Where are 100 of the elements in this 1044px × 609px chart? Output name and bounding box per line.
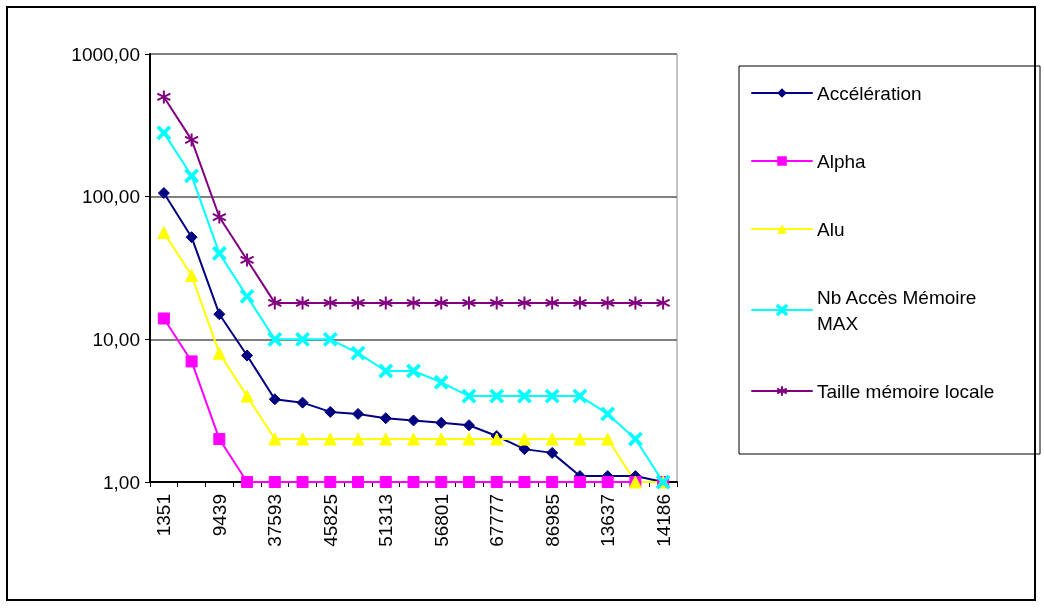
point (461, 295, 477, 311)
point (572, 295, 588, 311)
point (350, 295, 366, 311)
point (407, 414, 420, 427)
point (295, 295, 311, 311)
point (406, 363, 421, 378)
x-tick-label: 14186 (652, 494, 674, 547)
point (628, 432, 643, 447)
point (184, 132, 200, 148)
legend-label: Nb Accès Mémoire MAX (817, 286, 982, 334)
point (516, 295, 532, 311)
legend-label: Alu (817, 218, 845, 240)
point (268, 476, 281, 488)
point (546, 476, 559, 488)
point (572, 389, 587, 404)
y-tick-label: 100,00 (81, 186, 140, 208)
point (435, 476, 448, 488)
point (211, 209, 227, 225)
point (406, 295, 421, 311)
point (600, 295, 616, 311)
point (185, 231, 198, 244)
x-tick-label: 45825 (319, 494, 341, 547)
point (213, 433, 226, 446)
x-tick-label: 9439 (208, 494, 230, 537)
point (434, 432, 448, 446)
point (489, 295, 505, 311)
point (296, 396, 309, 409)
point (241, 349, 254, 362)
point (239, 252, 255, 268)
point (352, 476, 365, 488)
x-tick-label: 1351 (153, 494, 175, 537)
point (379, 432, 393, 446)
point (462, 419, 475, 432)
point (378, 295, 394, 311)
point (545, 432, 559, 446)
point (268, 432, 282, 446)
legend-label: Alpha (817, 150, 867, 172)
point (296, 432, 310, 446)
point (322, 295, 338, 311)
y-tick-label: 1000,00 (71, 43, 140, 65)
point (352, 407, 365, 420)
point (433, 295, 449, 311)
point (627, 295, 643, 311)
point (462, 432, 476, 446)
point (157, 187, 170, 200)
x-tick-label: 56801 (430, 494, 452, 547)
point (378, 363, 393, 378)
point (379, 412, 392, 425)
x-tick-label: 51313 (375, 494, 397, 547)
point (240, 389, 254, 403)
y-tick-label: 10,00 (92, 328, 140, 350)
point (323, 332, 338, 347)
point (490, 476, 503, 488)
point (517, 432, 531, 446)
point (213, 308, 226, 321)
x-tick-label: 13637 (597, 494, 619, 547)
x-tick-label: 37593 (264, 494, 286, 547)
point (407, 432, 420, 446)
point (295, 332, 310, 347)
point (351, 432, 365, 446)
legend-label: Accélération (817, 82, 922, 104)
point (601, 476, 614, 488)
point (489, 389, 504, 404)
point (212, 346, 226, 360)
point (324, 476, 337, 488)
point (600, 406, 615, 421)
point (185, 355, 198, 368)
point (517, 389, 532, 404)
point (267, 295, 283, 311)
point (296, 476, 309, 488)
point (240, 289, 255, 304)
point (407, 476, 420, 488)
point (518, 476, 531, 488)
point (212, 246, 227, 261)
point (324, 405, 337, 418)
point (461, 389, 476, 404)
point (157, 312, 170, 325)
point (323, 432, 337, 446)
point (351, 346, 366, 361)
point (156, 89, 172, 105)
point (184, 168, 199, 183)
point (435, 416, 448, 429)
point (379, 476, 392, 488)
point (655, 295, 671, 311)
point (268, 393, 281, 406)
point (462, 476, 475, 488)
point (156, 125, 171, 140)
point (241, 476, 254, 488)
x-tick-label: 86985 (541, 494, 563, 547)
x-tick-label: 67777 (486, 494, 508, 547)
point (546, 446, 559, 459)
y-tick-label: 1,00 (103, 471, 140, 493)
legend-label: Taille mémoire locale (817, 380, 995, 402)
point (267, 332, 282, 347)
point (545, 389, 560, 404)
point (544, 295, 560, 311)
point (157, 226, 171, 240)
point (185, 269, 199, 283)
point (434, 375, 449, 390)
point (601, 432, 615, 446)
